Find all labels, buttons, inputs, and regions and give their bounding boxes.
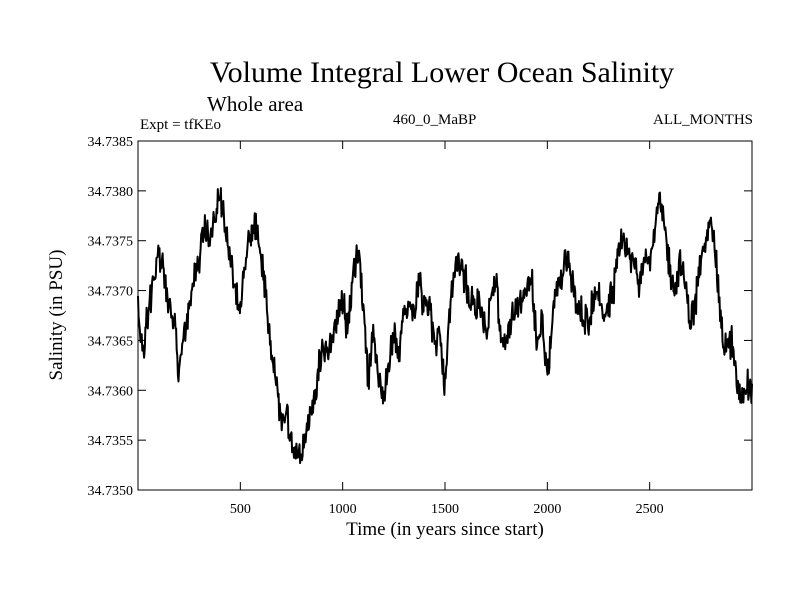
x-tick-label: 1000 — [329, 502, 357, 517]
x-tick-label: 500 — [230, 502, 251, 517]
run-label: 460_0_MaBP — [393, 112, 476, 128]
x-tick-label: 2000 — [533, 502, 561, 517]
x-tick-label: 2500 — [636, 502, 664, 517]
salinity-series-line — [137, 187, 753, 465]
y-tick-label: 34.7385 — [88, 135, 134, 150]
chart-subtitle: Whole area — [207, 92, 304, 116]
x-axis-label: Time (in years since start) — [346, 519, 544, 540]
months-label: ALL_MONTHS — [653, 112, 753, 128]
x-tick-label: 1500 — [431, 502, 459, 517]
x-axis: 500 1000 1500 2000 2500 — [230, 141, 664, 517]
y-tick-label: 34.7360 — [88, 384, 134, 399]
y-tick-label: 34.7365 — [88, 334, 134, 349]
y-tick-label: 34.7380 — [88, 185, 134, 200]
y-tick-label: 34.7350 — [88, 484, 134, 499]
experiment-label: Expt = tfKEo — [140, 117, 221, 133]
y-tick-label: 34.7355 — [88, 434, 134, 449]
y-axis-label: Salinity (in PSU) — [46, 250, 67, 381]
chart-title: Volume Integral Lower Ocean Salinity — [210, 56, 674, 89]
y-tick-label: 34.7375 — [88, 235, 134, 250]
y-tick-label: 34.7370 — [88, 285, 134, 300]
